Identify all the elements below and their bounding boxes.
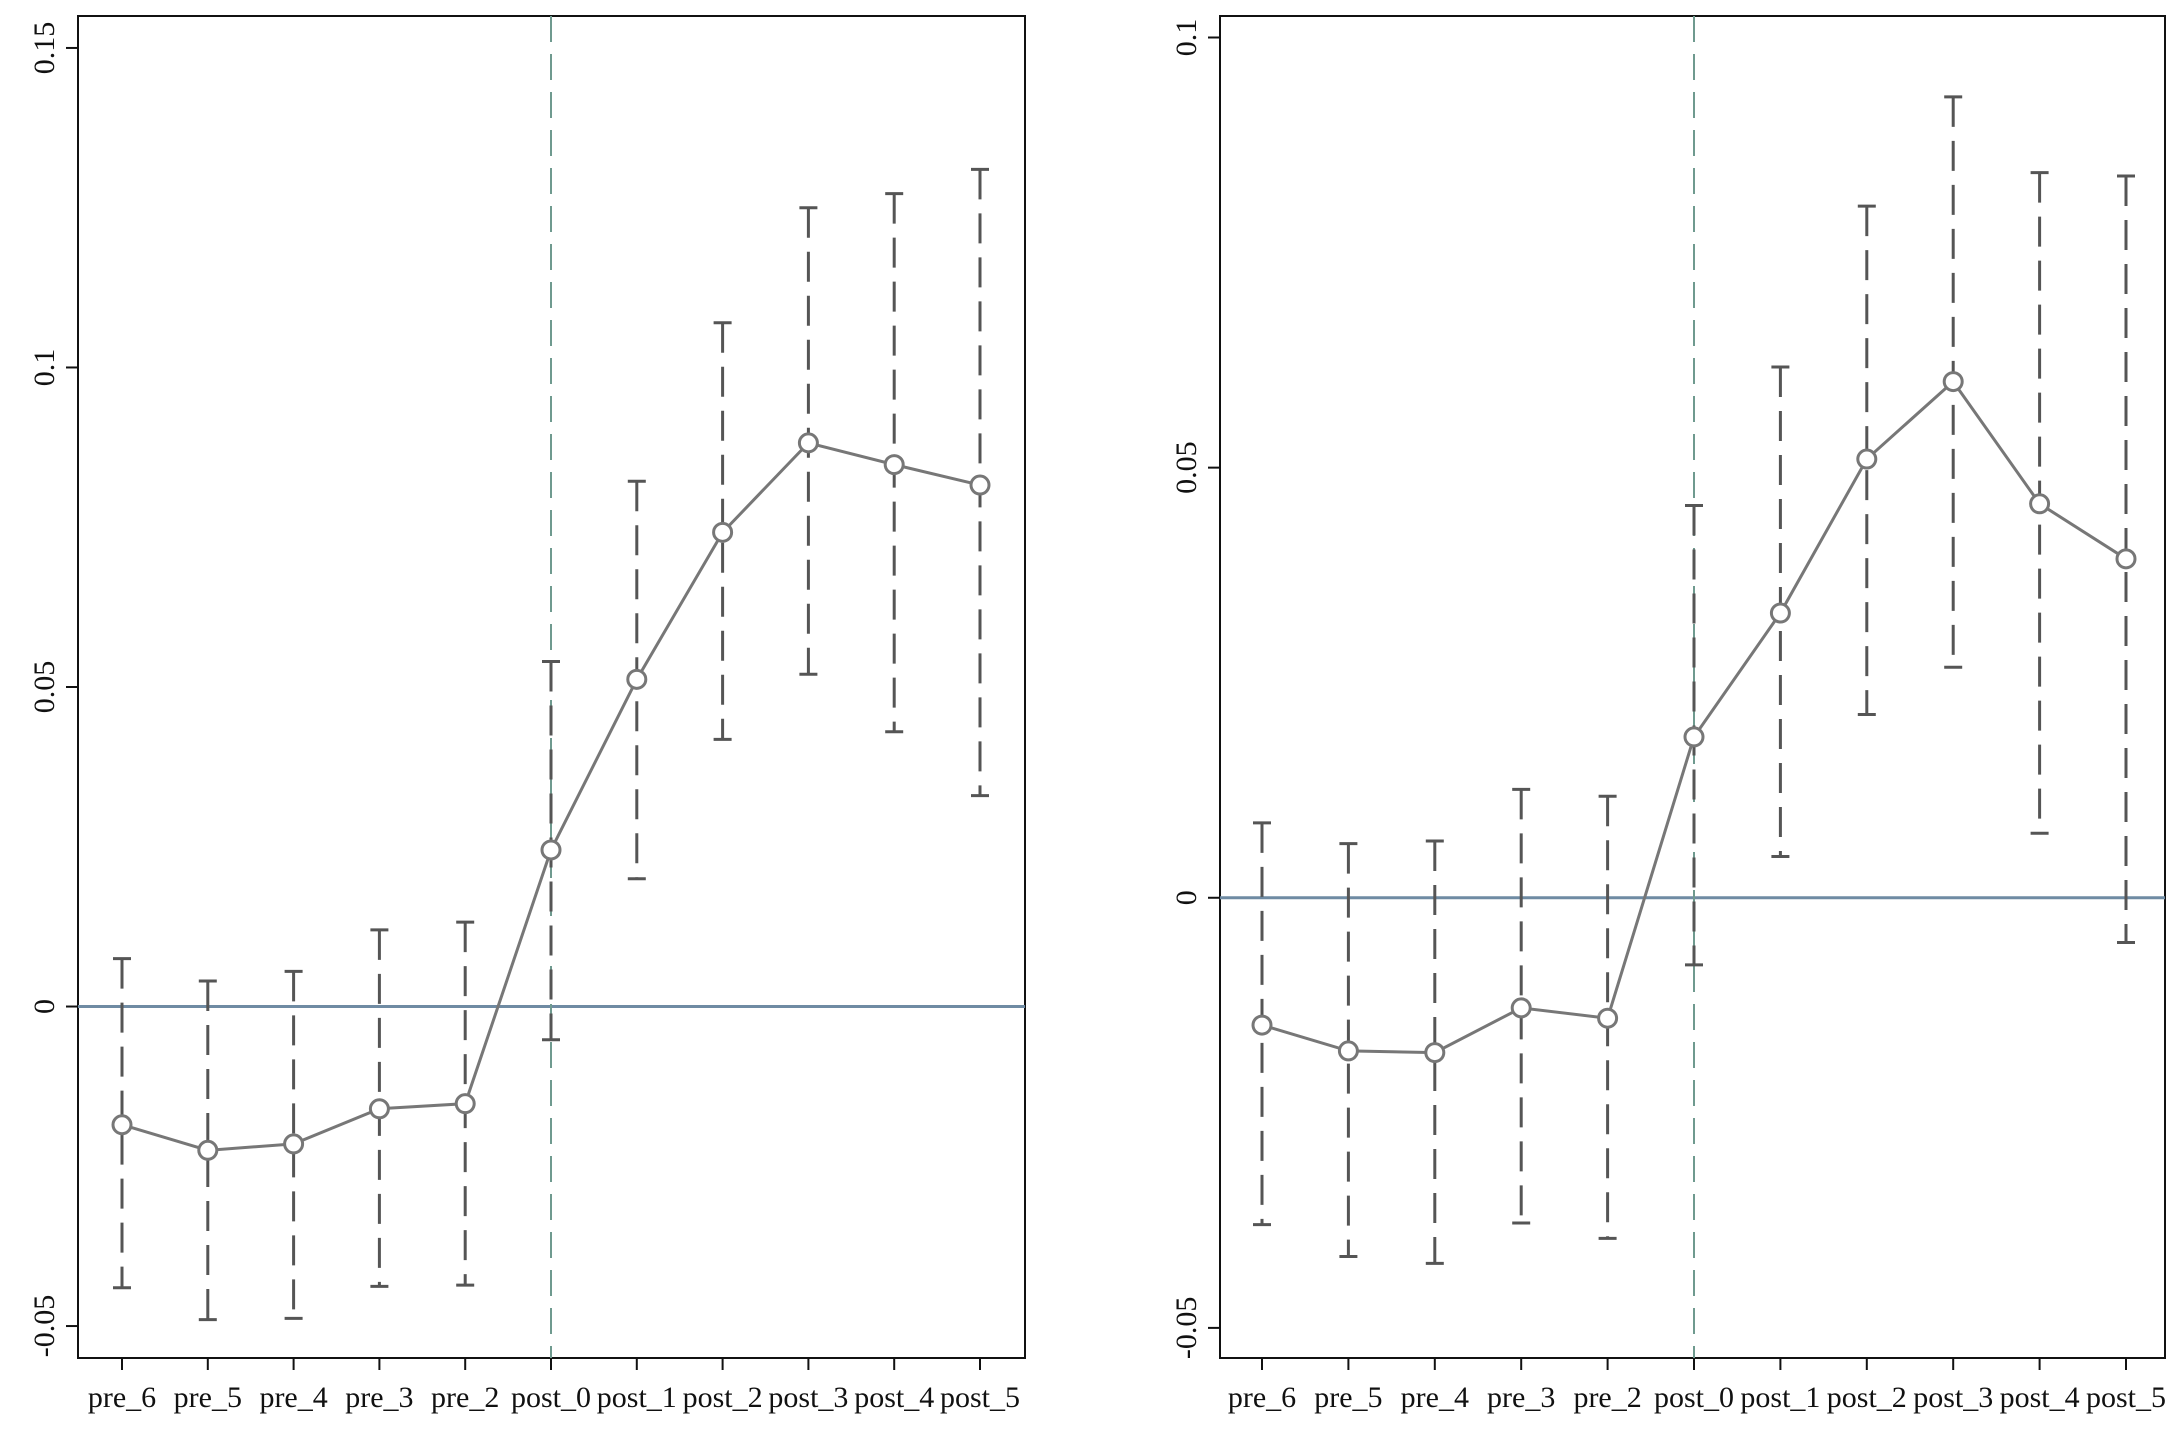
left-panel: -0.05 0 0.05 0.1 0.15 pre_6 pre_5 pre_4 pre_3 pre… (28, 15, 1026, 1414)
data-point (626, 668, 648, 690)
y-tick-label: 0.1 (28, 349, 61, 387)
x-tick-label: post_2 (683, 1381, 763, 1414)
data-point (1856, 448, 1878, 470)
data-point (1337, 1040, 1359, 1062)
x-tick-label: post_0 (511, 1381, 591, 1414)
data-point (1251, 1014, 1273, 1036)
x-tick-label: pre_2 (431, 1381, 499, 1414)
x-tick-label: pre_4 (259, 1381, 327, 1414)
data-point (111, 1114, 133, 1136)
x-tick-label: pre_6 (1228, 1381, 1296, 1414)
data-point (368, 1098, 390, 1120)
data-point (2029, 493, 2051, 515)
x-tick-label: pre_6 (88, 1381, 156, 1414)
x-tick-label: post_4 (854, 1381, 934, 1414)
x-tick-label: post_4 (2000, 1381, 2080, 1414)
x-tick-label: post_2 (1827, 1381, 1907, 1414)
data-point (883, 454, 905, 476)
y-tick-label: 0.05 (1170, 441, 1203, 494)
data-point (969, 474, 991, 496)
data-point (1510, 997, 1532, 1019)
right-panel: -0.05 0 0.05 0.1 pre_6 pre_5 pre_4 pre_3 pre_2 po… (1170, 15, 2166, 1414)
data-point (712, 521, 734, 543)
data-point (540, 839, 562, 861)
data-point (1597, 1007, 1619, 1029)
x-tick-label: post_1 (1740, 1381, 1820, 1414)
y-tick-label: 0.1 (1170, 19, 1203, 57)
y-tick-label: 0 (1170, 890, 1203, 905)
data-point (1942, 371, 1964, 393)
data-point (1769, 602, 1791, 624)
x-tick-label: post_5 (2086, 1381, 2166, 1414)
y-tick-label: -0.05 (28, 1295, 61, 1358)
y-tick-label: 0.15 (28, 22, 61, 74)
data-point (797, 432, 819, 454)
data-point (197, 1139, 219, 1161)
data-point (1424, 1042, 1446, 1064)
x-tick-label: pre_3 (1487, 1381, 1555, 1414)
plot-frame (1219, 15, 2166, 1359)
x-tick-label: post_3 (1913, 1381, 1993, 1414)
data-point (283, 1133, 305, 1155)
x-tick-label: post_5 (940, 1381, 1020, 1414)
x-tick-label: post_0 (1654, 1381, 1734, 1414)
x-tick-label: pre_2 (1573, 1381, 1641, 1414)
x-tick-label: pre_5 (1314, 1381, 1382, 1414)
data-point (454, 1093, 476, 1115)
y-tick-label: 0.05 (28, 661, 61, 714)
x-tick-label: pre_5 (174, 1381, 242, 1414)
x-tick-label: pre_4 (1401, 1381, 1469, 1414)
x-tick-label: post_1 (597, 1381, 677, 1414)
y-tick-label: 0 (28, 999, 61, 1014)
x-tick-label: post_3 (768, 1381, 848, 1414)
x-tick-label: pre_3 (345, 1381, 413, 1414)
data-point (2115, 548, 2137, 570)
data-point (1683, 726, 1705, 748)
y-tick-label: -0.05 (1170, 1297, 1203, 1360)
